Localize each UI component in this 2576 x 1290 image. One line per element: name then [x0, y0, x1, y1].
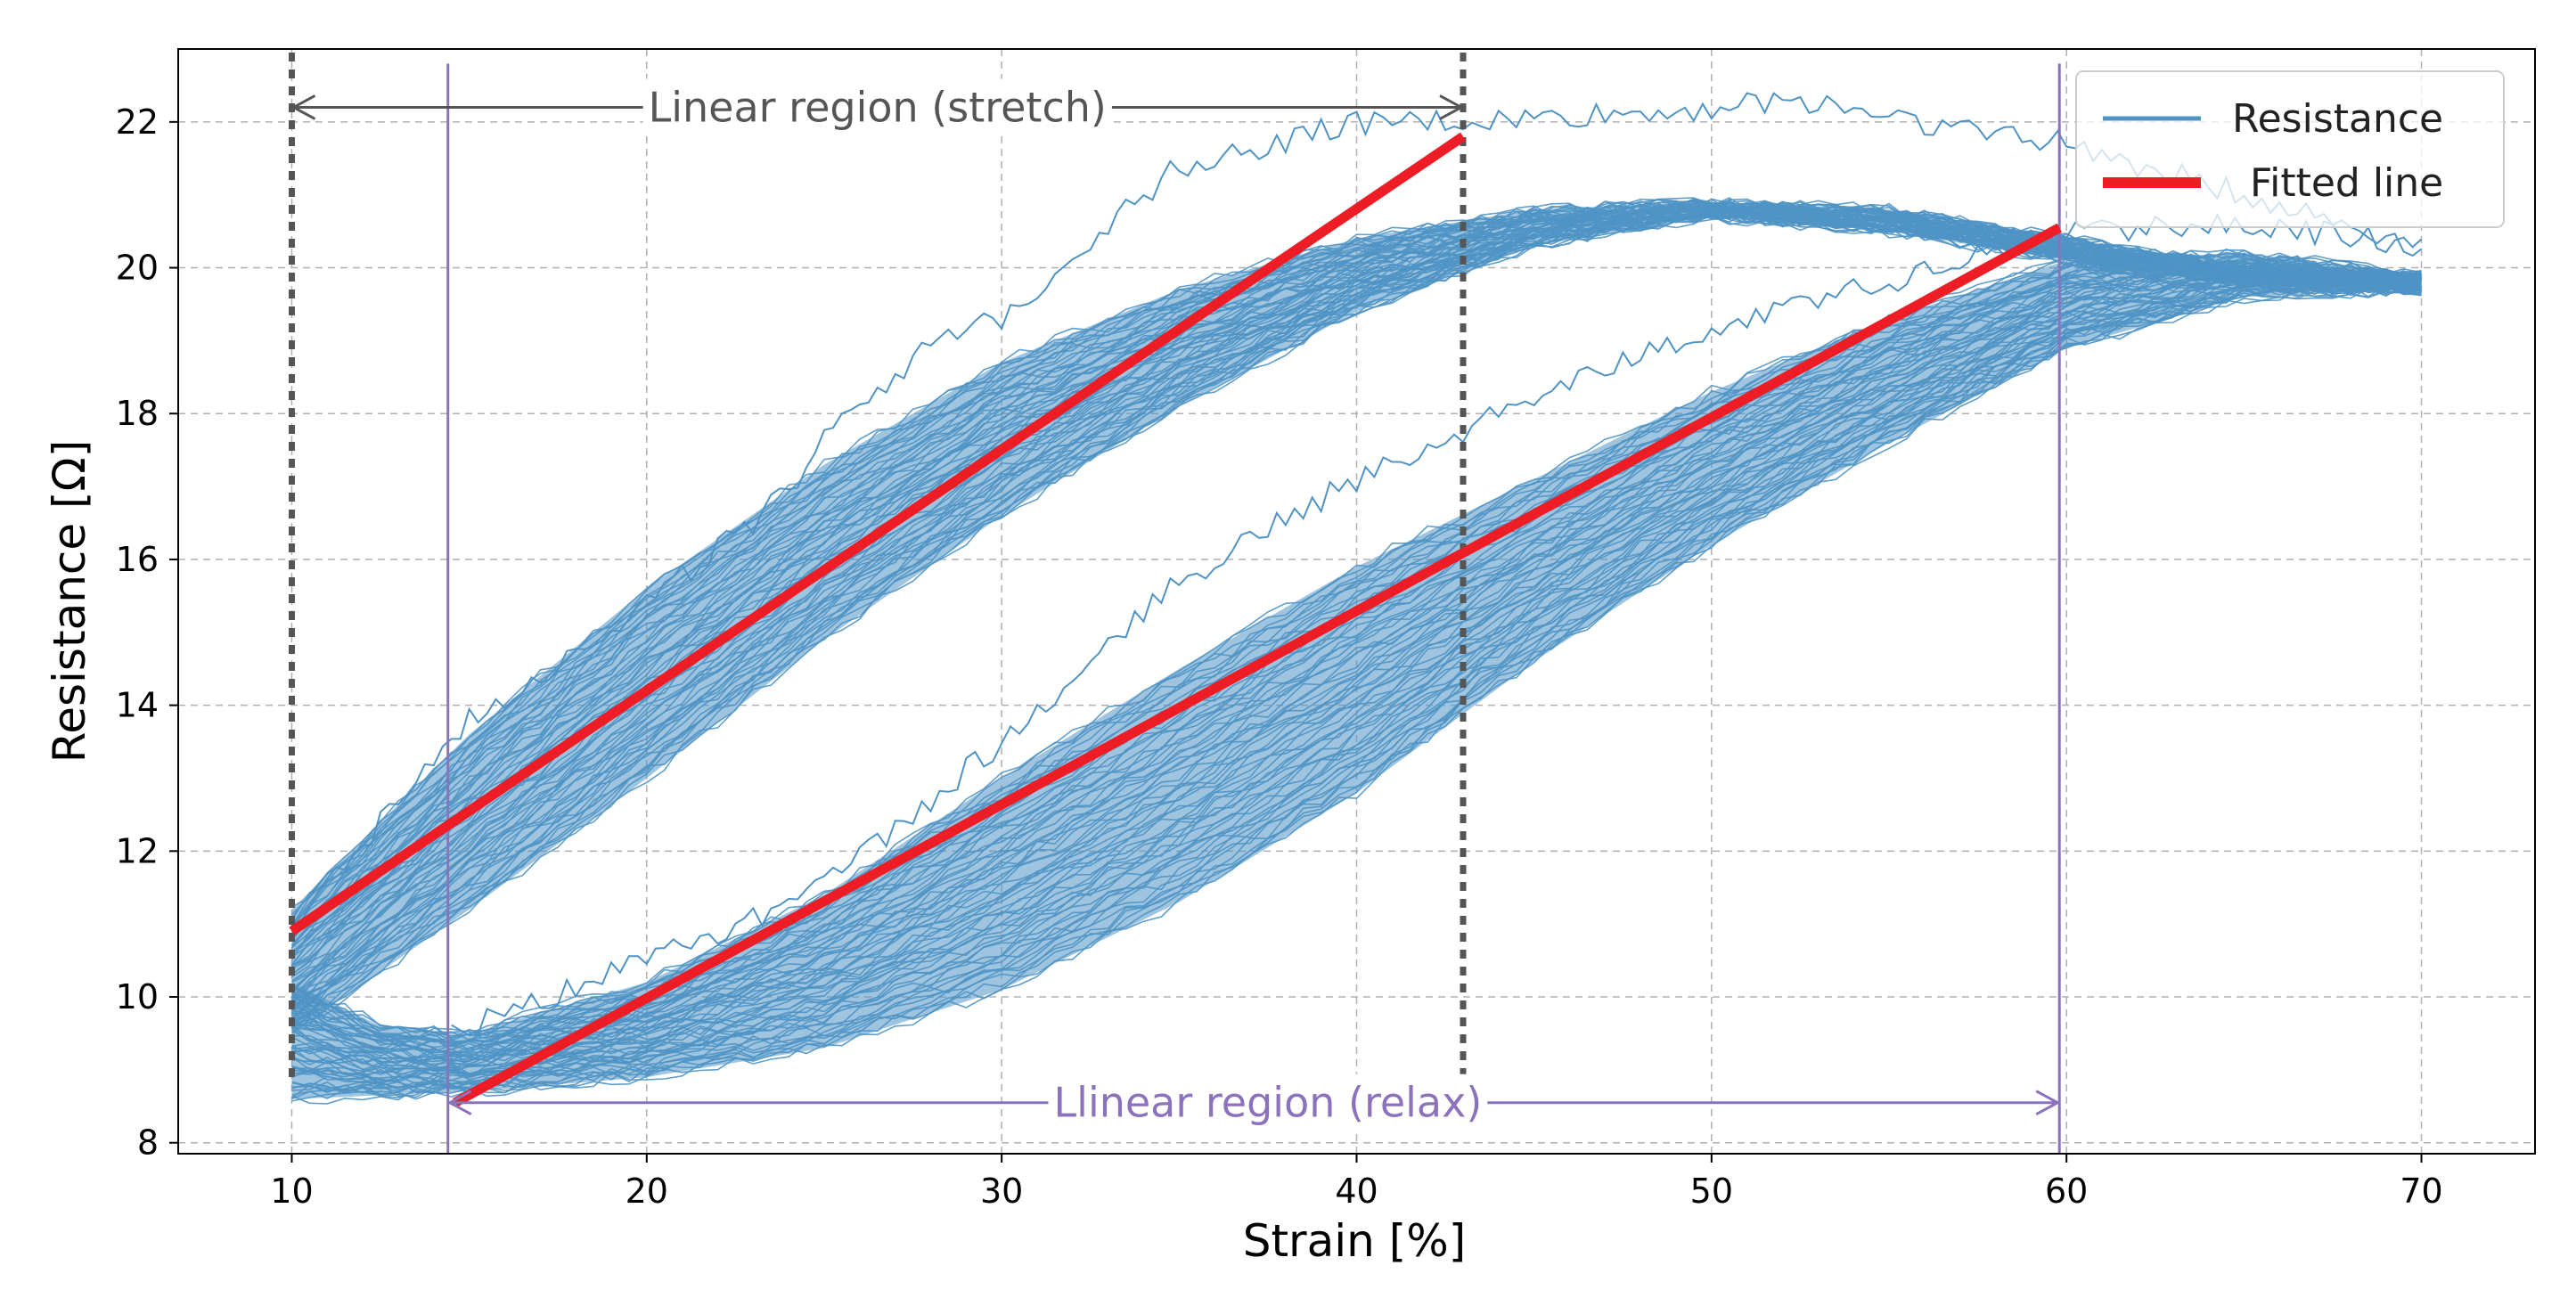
resistance-series	[290, 92, 2423, 1105]
x-tick-label: 30	[980, 1172, 1023, 1211]
legend-label-resistance: Resistance	[2232, 96, 2443, 142]
legend-box	[2075, 70, 2505, 228]
resistance-relax-band	[291, 253, 2422, 1099]
resistance-stretch-band	[291, 201, 2422, 1033]
x-tick-label: 70	[2400, 1172, 2442, 1211]
y-axis-label: Resistance [Ω]	[44, 440, 95, 763]
arrow-head-right	[2035, 1090, 2061, 1116]
resistance-outlier-stretch-trace	[291, 92, 2423, 926]
fitted-line-stretch	[289, 132, 1467, 935]
x-tick-label: 40	[1335, 1172, 1378, 1211]
arrow-head-right	[1439, 94, 1465, 120]
y-tick-label: 14	[116, 686, 159, 725]
legend: Resistance Fitted line	[2075, 70, 2505, 228]
region-boundaries	[288, 49, 2061, 1154]
y-tick-label: 20	[116, 249, 159, 288]
fitted-lines	[289, 132, 2062, 1107]
y-tick-label: 8	[137, 1123, 159, 1163]
y-tick-label: 12	[116, 831, 159, 870]
y-tick-label: 10	[116, 977, 159, 1016]
x-tick-label: 20	[626, 1172, 668, 1211]
relax-region-label: Llinear region (relax)	[1054, 1079, 1483, 1127]
x-axis-label: Strain [%]	[1243, 1215, 1467, 1267]
x-tick-label: 10	[270, 1172, 313, 1211]
arrow-head-left	[290, 94, 316, 120]
y-tick-label: 22	[116, 102, 159, 142]
axis-ticks: 10 20 30 40 50 60 70 8 10 12 14 16 18 20 22	[116, 102, 2443, 1211]
arrow-head-left	[446, 1090, 472, 1116]
annotations: Linear region (stretch) Llinear region (r…	[290, 78, 2061, 1131]
legend-label-fitted-line: Fitted line	[2250, 160, 2443, 206]
y-tick-label: 16	[116, 540, 159, 579]
y-tick-label: 18	[116, 394, 159, 433]
fitted-line-relax	[453, 223, 2062, 1107]
annotation-label-background	[1048, 1074, 1488, 1131]
stretch-region-label: Linear region (stretch)	[649, 83, 1107, 131]
x-tick-label: 50	[1690, 1172, 1733, 1211]
annotation-label-background	[642, 78, 1112, 136]
x-tick-label: 60	[2045, 1172, 2088, 1211]
